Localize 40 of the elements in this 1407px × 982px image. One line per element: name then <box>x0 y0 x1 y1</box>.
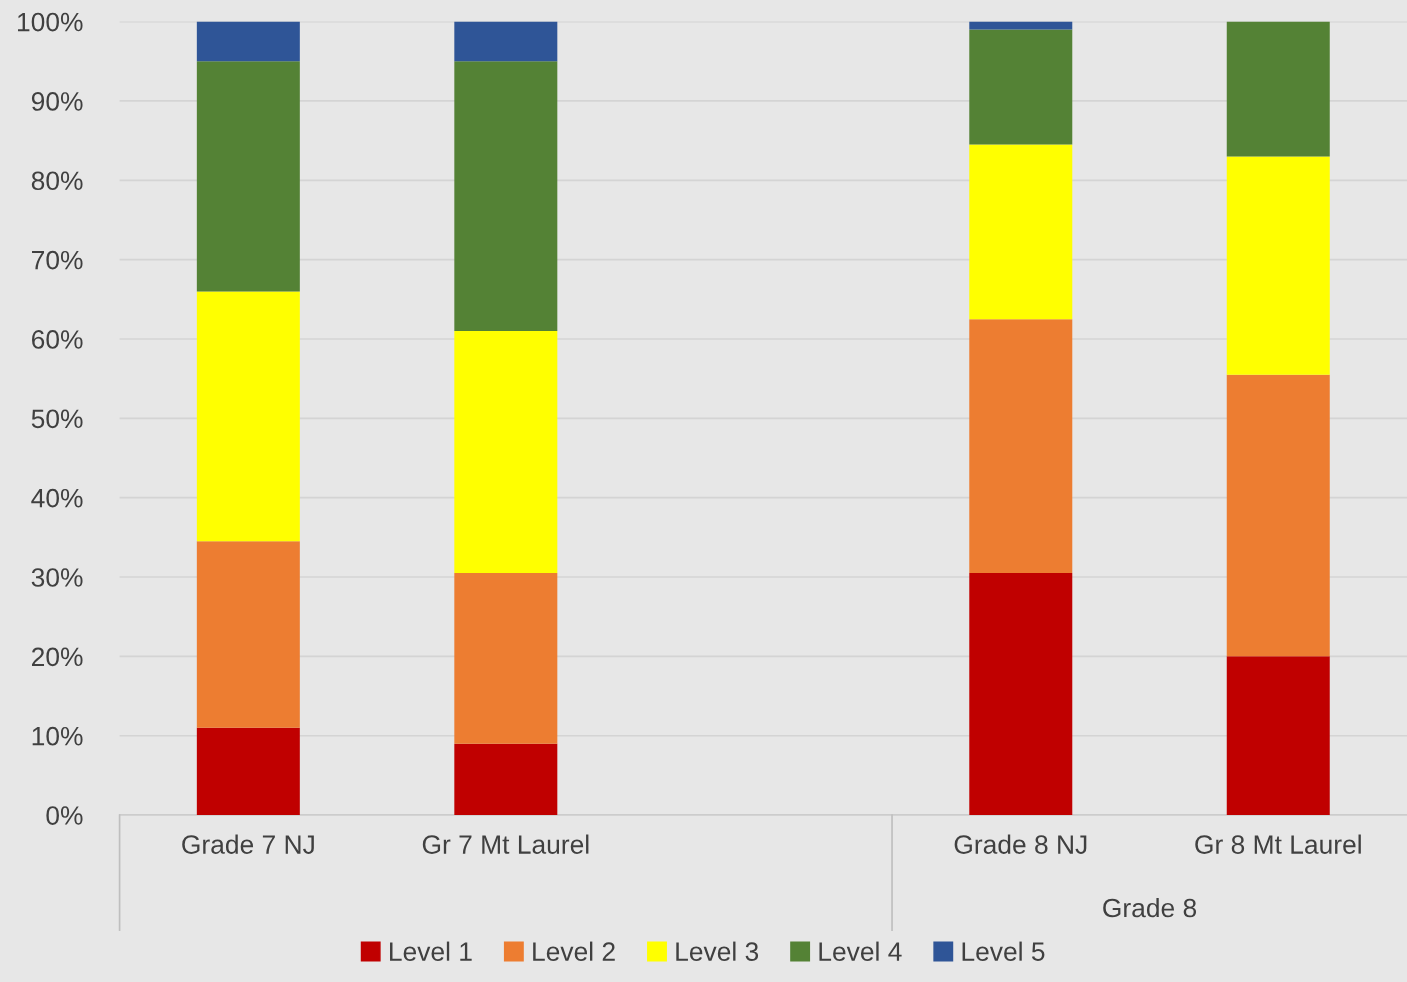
bar <box>969 144 1073 320</box>
y-tick-label: 90% <box>31 92 83 111</box>
bar <box>969 21 1073 30</box>
y-tick-label: 40% <box>31 488 83 508</box>
bar <box>196 727 300 816</box>
legend-label: Level 1 <box>390 941 472 961</box>
bar <box>454 21 558 62</box>
y-tick-label: 50% <box>31 409 83 429</box>
bar <box>969 319 1073 574</box>
bar <box>196 61 300 292</box>
x-tick-label: Gr 8 Mt Laurel <box>1195 834 1361 854</box>
y-tick-label: 10% <box>32 726 83 746</box>
bar <box>1226 156 1330 375</box>
x-tick-label: Gr 7 Mt Laurel <box>422 834 589 854</box>
y-tick-label: 30% <box>31 568 83 587</box>
x-tick-label: Grade 7 NJ <box>182 834 314 854</box>
y-tick-label: 20% <box>32 647 83 667</box>
bar <box>454 573 558 744</box>
y-tick-label: 100% <box>18 12 83 32</box>
bar <box>196 541 300 728</box>
bar <box>454 331 558 574</box>
bar <box>454 743 558 816</box>
y-tick-label: 0% <box>46 806 83 825</box>
legend-label: Level 3 <box>676 941 759 961</box>
y-tick-label: 80% <box>31 171 83 191</box>
y-tick-label: 70% <box>32 250 83 270</box>
bar <box>1226 21 1330 157</box>
bar <box>969 573 1073 816</box>
bar <box>454 61 558 332</box>
bar <box>1226 656 1330 816</box>
bar <box>969 29 1073 145</box>
bar <box>1226 374 1330 657</box>
legend-label: Level 4 <box>819 941 902 961</box>
bar <box>196 21 300 62</box>
legend-label: Level 2 <box>533 941 615 961</box>
bar <box>196 291 300 542</box>
text: Grade 8 <box>1103 897 1197 918</box>
legend-label: Level 5 <box>962 941 1045 961</box>
y-tick-label: 60% <box>32 330 83 349</box>
x-tick-label: Grade 8 NJ <box>954 834 1087 854</box>
